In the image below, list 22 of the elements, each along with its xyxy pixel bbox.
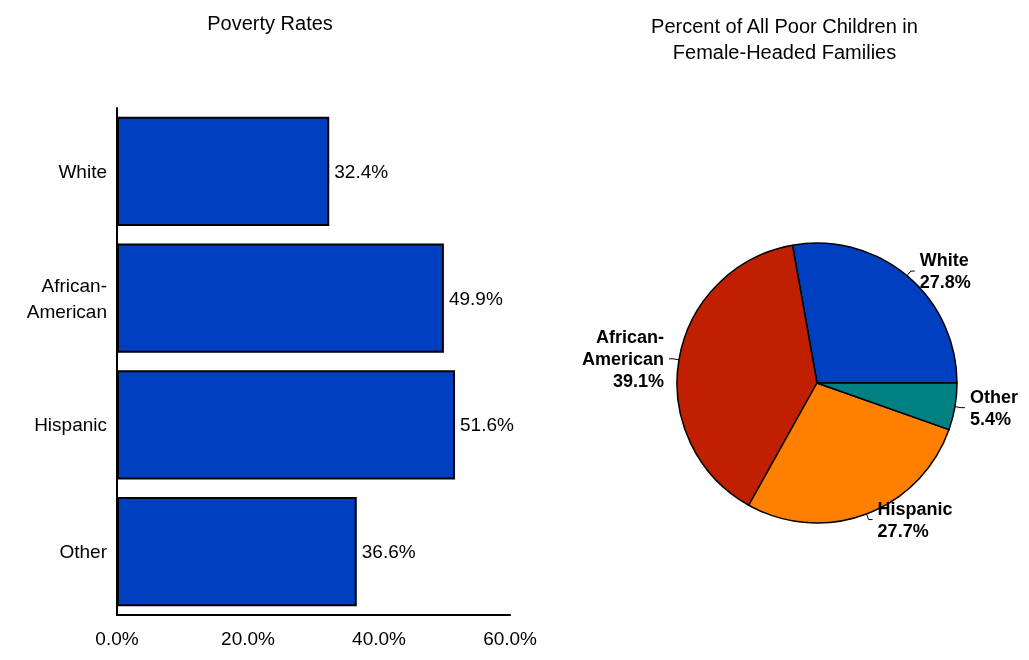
chart-title: Poverty Rates: [207, 12, 333, 34]
y-tick-label: Hispanic: [34, 414, 107, 436]
data-label: 5.4%: [969, 408, 1011, 429]
data-label: 39.1%: [612, 370, 665, 391]
data-label: 27.8%: [919, 272, 971, 293]
data-label: 49.9%: [448, 287, 503, 309]
data-label: 32.4%: [334, 160, 389, 182]
y-tick-label: African-American: [26, 274, 107, 322]
slice-label: Other: [969, 386, 1018, 407]
data-label: 51.6%: [460, 414, 515, 436]
slice-label: White: [919, 250, 969, 271]
data-label: 36.6%: [361, 541, 416, 563]
x-tick-label: 0.0%: [95, 628, 139, 649]
slice-label: Hispanic: [877, 498, 953, 519]
data-label: 27.7%: [877, 520, 929, 541]
x-tick-label: 40.0%: [352, 628, 407, 649]
x-tick-label: 60.0%: [483, 628, 538, 649]
chart-title: Percent of All Poor Children in Female-Headed Families: [651, 15, 918, 63]
y-tick-label: White: [58, 160, 107, 182]
x-tick-label: 20.0%: [221, 628, 276, 649]
slice-label: African-American: [581, 326, 665, 369]
y-tick-label: Other: [59, 541, 108, 563]
